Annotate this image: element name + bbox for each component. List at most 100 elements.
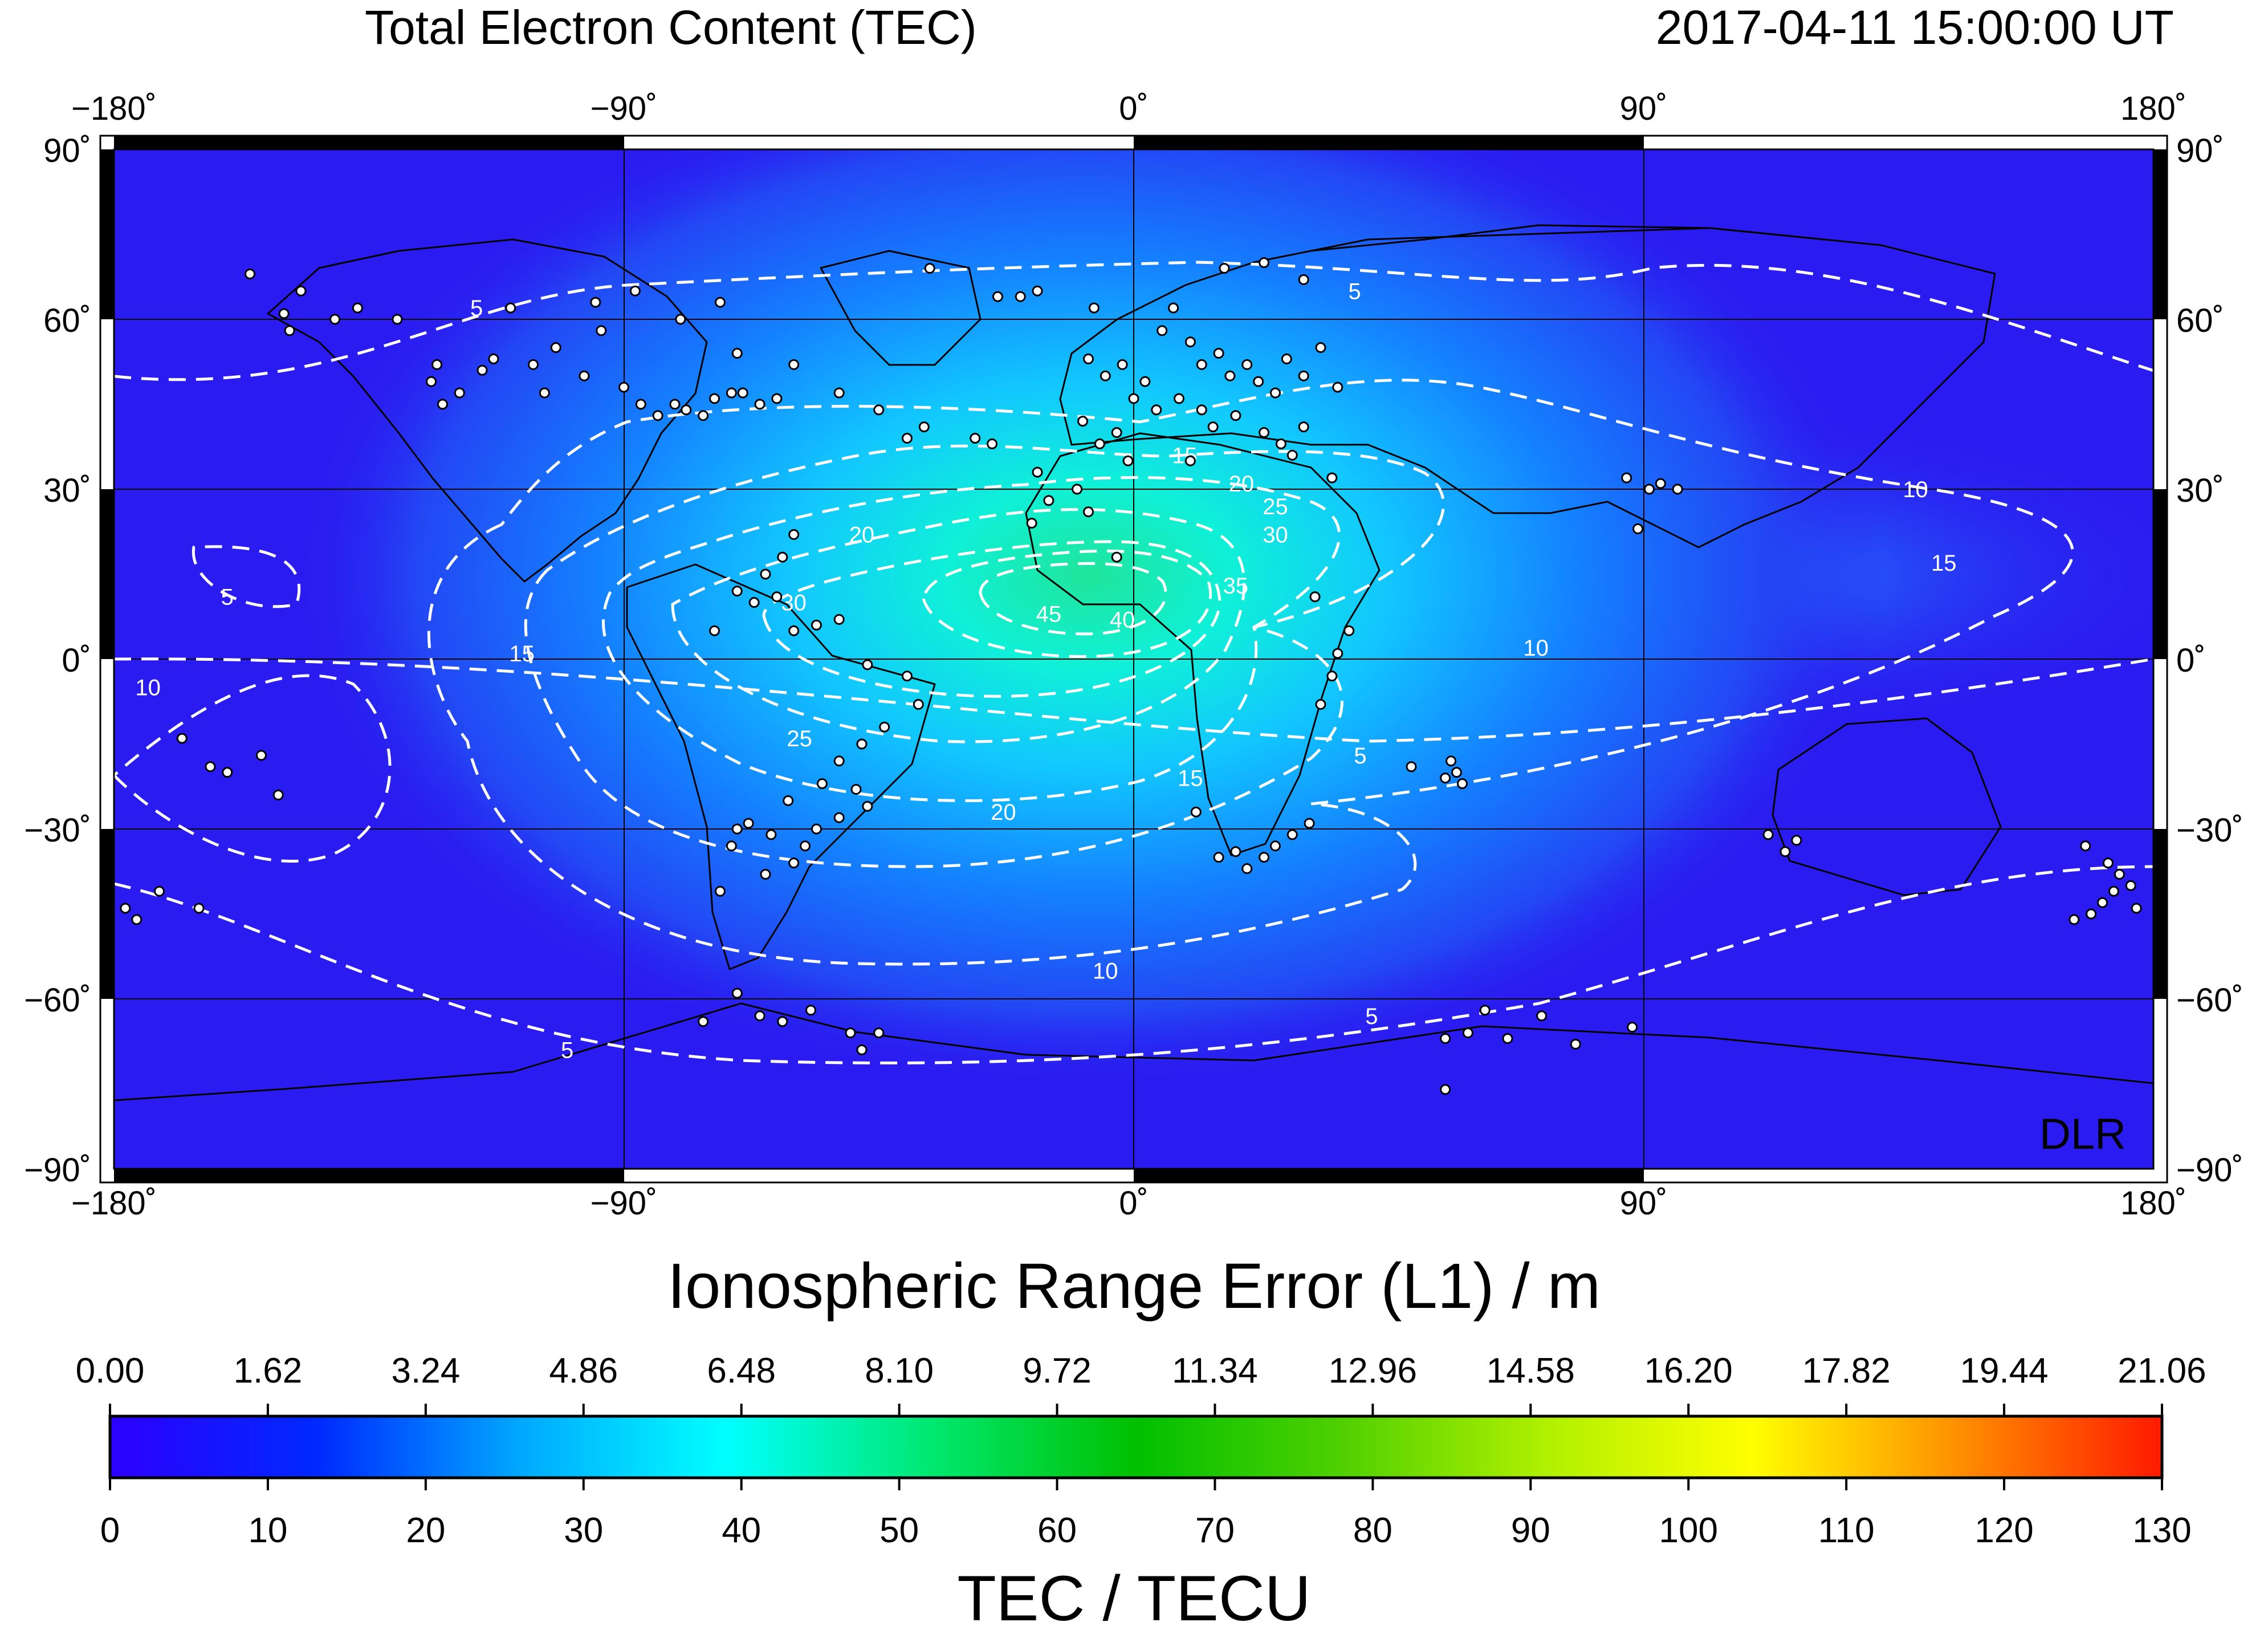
station-marker: [2125, 880, 2136, 891]
longitude-labels: −180˚ −180˚ −90˚ −90˚ 0˚ 0˚ 90˚ 90˚ 180˚ 180˚: [71, 90, 2186, 1222]
station-marker: [714, 296, 726, 308]
station-marker: [856, 1044, 868, 1055]
frame-bar-left-1: [100, 149, 114, 319]
contour-label: 35: [1223, 574, 1249, 599]
station-marker: [1406, 761, 1417, 773]
station-marker: [918, 421, 930, 433]
range-error-label: 3.24: [392, 1351, 461, 1391]
station-marker: [788, 529, 800, 540]
frame-bar-top-west: [114, 136, 624, 149]
station-marker: [1791, 835, 1802, 846]
contour-5-south: [114, 865, 2153, 1064]
station-marker: [1762, 829, 1774, 840]
contour-5-equator: [114, 657, 2153, 743]
coastlines: [114, 224, 2153, 1101]
station-marker: [743, 818, 754, 829]
contour-10-pacific: [114, 674, 392, 863]
station-marker: [1241, 863, 1253, 875]
station-marker: [811, 619, 822, 631]
tec-label: 70: [1195, 1511, 1235, 1550]
station-marker: [833, 812, 845, 823]
lat-label-right: −90˚: [2176, 1152, 2243, 1189]
station-marker: [1077, 416, 1089, 427]
station-marker: [1082, 353, 1094, 365]
contour-label: 25: [787, 726, 812, 751]
contour-label: 10: [1903, 477, 1928, 502]
colorbar-ticks: [109, 1404, 2163, 1490]
lat-label-left: 60˚: [43, 302, 91, 339]
station-marker: [1326, 472, 1338, 483]
station-marker: [2131, 903, 2142, 914]
range-error-label: 1.62: [234, 1351, 303, 1391]
station-marker: [987, 438, 998, 450]
station-marker: [1780, 846, 1791, 857]
station-marker: [1479, 1005, 1491, 1016]
station-marker: [1207, 421, 1219, 433]
station-marker: [1184, 336, 1196, 348]
contour-label: 25: [1263, 494, 1288, 519]
lat-label-left: 0˚: [62, 642, 91, 679]
station-marker: [1139, 376, 1151, 387]
lat-label-left: −90˚: [24, 1152, 91, 1189]
station-marker: [1332, 381, 1343, 393]
station-marker: [1174, 393, 1185, 404]
station-marker: [222, 767, 233, 778]
lat-label-right: −60˚: [2176, 982, 2243, 1019]
siberia-arctic-coastline: [1310, 224, 1825, 252]
station-marker: [833, 755, 845, 767]
station-marker: [1094, 438, 1105, 450]
station-marker: [2097, 897, 2108, 908]
station-marker: [777, 1016, 788, 1027]
range-error-label: 6.48: [707, 1351, 776, 1391]
range-error-label: 21.06: [2118, 1351, 2206, 1391]
station-marker: [800, 840, 811, 852]
frame-bar-bottom-west: [114, 1169, 624, 1182]
station-marker: [873, 1027, 885, 1039]
range-error-label: 4.86: [549, 1351, 618, 1391]
station-marker: [2114, 868, 2125, 880]
station-marker: [777, 551, 788, 563]
contour-label: 10: [1093, 958, 1118, 983]
station-marker: [505, 302, 516, 314]
tec-label: 90: [1511, 1511, 1550, 1550]
range-error-label: 17.82: [1802, 1351, 1891, 1391]
station-marker: [1655, 478, 1666, 489]
station-marker: [1253, 376, 1264, 387]
station-marker: [783, 795, 794, 806]
lon-label-top: −90˚: [591, 90, 658, 127]
lat-label-right: 30˚: [2176, 472, 2224, 509]
station-marker: [1440, 773, 1451, 784]
station-marker: [1196, 404, 1207, 416]
station-marker: [1111, 551, 1122, 563]
station-marker: [1190, 806, 1202, 818]
station-marker: [1213, 348, 1224, 359]
range-error-label: 12.96: [1329, 1351, 1417, 1391]
station-marker: [193, 903, 205, 914]
station-marker: [726, 387, 737, 399]
station-marker: [1315, 342, 1326, 353]
station-marker: [1275, 438, 1286, 450]
station-marker: [2108, 885, 2119, 897]
station-marker: [2086, 908, 2097, 920]
station-marker: [1259, 257, 1270, 269]
station-marker: [596, 325, 607, 336]
station-marker: [477, 364, 488, 376]
lon-label-bottom: −180˚: [71, 1185, 157, 1222]
station-marker: [1446, 755, 1457, 767]
station-marker: [629, 285, 641, 296]
station-marker: [1043, 495, 1054, 506]
tec-label: 40: [722, 1511, 761, 1550]
station-marker: [329, 314, 341, 325]
station-marker: [1343, 625, 1355, 636]
station-marker: [731, 823, 743, 835]
station-marker: [1286, 449, 1298, 461]
station-marker: [1082, 506, 1094, 518]
range-error-label: 14.58: [1487, 1351, 1575, 1391]
station-marker: [2069, 914, 2080, 925]
station-marker: [1286, 829, 1298, 840]
lon-label-top: 90˚: [1620, 90, 1668, 127]
station-marker: [1298, 421, 1309, 433]
lat-label-left: 90˚: [43, 132, 91, 169]
station-marker: [2102, 857, 2114, 869]
station-marker: [675, 314, 686, 325]
